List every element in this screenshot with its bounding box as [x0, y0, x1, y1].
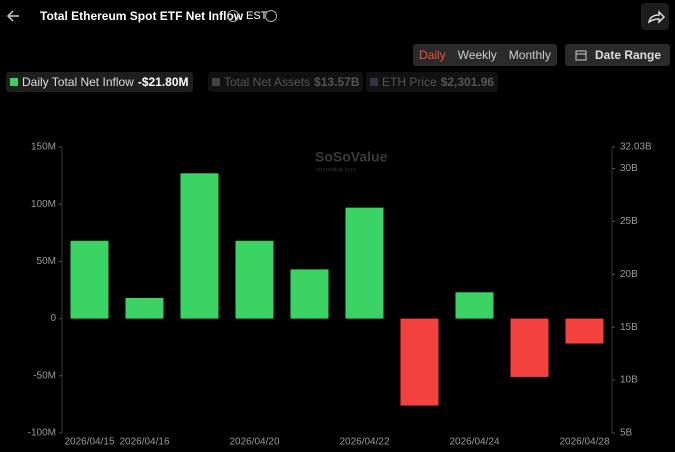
bar: [455, 292, 494, 319]
legend-label: Total Net Assets: [224, 75, 311, 89]
watermark: SoSoValue: [315, 149, 388, 165]
y-tick-label: 0: [50, 313, 56, 324]
bar: [235, 240, 274, 319]
page-title: Total Ethereum Spot ETF Net Inflow: [40, 9, 244, 23]
period-tabs: Daily Weekly Monthly: [413, 44, 557, 66]
bar: [125, 298, 164, 319]
tab[interactable]: Monthly: [508, 48, 551, 62]
legend-value: $13.57B: [314, 75, 360, 89]
legend-item[interactable]: Total Net Assets $13.57B: [208, 72, 364, 92]
bar: [70, 240, 109, 319]
x-tick-label: 2026/04/20: [229, 437, 279, 448]
legend-label: Daily Total Net Inflow: [22, 75, 134, 89]
watermark-site: sosovalue.com: [316, 168, 356, 174]
bar: [400, 318, 439, 406]
x-tick-label: 2026/04/16: [119, 437, 169, 448]
y-tick-label: -100M: [28, 428, 56, 439]
y-tick-label: 150M: [31, 142, 56, 153]
y2-tick-label: 20B: [620, 269, 638, 280]
x-tick-label: 2026/04/22: [339, 437, 389, 448]
tab[interactable]: Daily: [419, 48, 446, 62]
legend-label: ETH Price: [382, 75, 437, 89]
tab[interactable]: Weekly: [457, 48, 497, 62]
y-tick-label: 100M: [31, 199, 56, 210]
x-tick-label: 2026/04/24: [449, 437, 499, 448]
bar: [510, 318, 549, 377]
legend-swatch: [212, 78, 220, 86]
y-tick-label: 50M: [37, 256, 56, 267]
y2-tick-label: 5B: [620, 428, 633, 439]
bar: [565, 318, 604, 344]
date-range-button[interactable]: Date Range: [565, 44, 670, 66]
info-icon[interactable]: [265, 10, 277, 22]
y2-tick-label: 25B: [620, 216, 638, 227]
legend-swatch: [370, 78, 378, 86]
back-button[interactable]: [6, 9, 20, 23]
y-tick-label: -50M: [33, 370, 56, 381]
legend-value: $2,301.96: [440, 75, 495, 89]
y2-tick-label: 32.03B: [620, 142, 652, 153]
legend-item[interactable]: Daily Total Net Inflow -$21.80M: [6, 72, 193, 92]
y2-tick-label: 10B: [620, 375, 638, 386]
legend-swatch: [10, 78, 18, 86]
bar: [180, 173, 219, 319]
y2-tick-label: 30B: [620, 163, 638, 174]
date-range-label: Date Range: [595, 48, 662, 62]
legend-item[interactable]: ETH Price $2,301.96: [366, 72, 499, 92]
info-icon[interactable]: [227, 10, 239, 22]
x-tick-label: 2026/04/28: [559, 437, 609, 448]
legend-value: -$21.80M: [137, 75, 189, 89]
timezone: EST: [246, 10, 268, 22]
bar: [345, 207, 384, 319]
share-button[interactable]: [641, 3, 669, 30]
x-tick-label: 2026/04/15: [64, 437, 114, 448]
y2-tick-label: 15B: [620, 322, 638, 333]
bar: [290, 269, 329, 319]
